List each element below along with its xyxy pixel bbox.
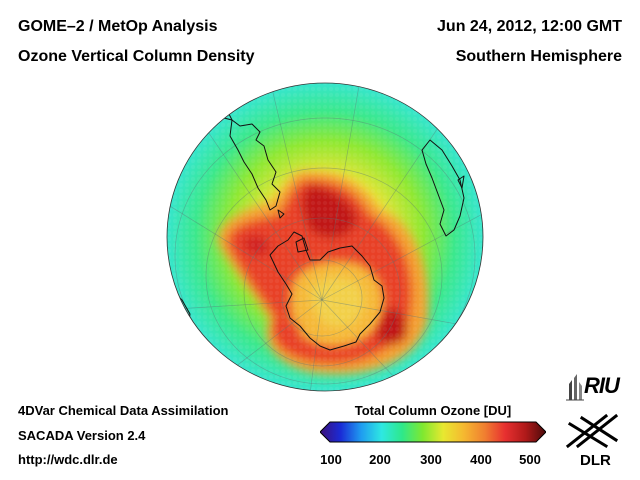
riu-logo: RIU <box>566 372 630 402</box>
footer-version: SACADA Version 2.4 <box>18 428 146 443</box>
title-line-1: GOME–2 / MetOp Analysis <box>18 18 218 35</box>
riu-logo-text: RIU <box>584 373 620 398</box>
legend-tick-100: 100 <box>320 452 342 467</box>
region-label: Southern Hemisphere <box>455 48 622 65</box>
riu-logo-mark <box>566 374 584 401</box>
footer-url[interactable]: http://wdc.dlr.de <box>18 452 118 467</box>
title-line-2: Ozone Vertical Column Density <box>18 48 255 65</box>
legend-tick-400: 400 <box>470 452 492 467</box>
legend-title: Total Column Ozone [DU] <box>354 403 512 418</box>
legend-tick-500: 500 <box>519 452 541 467</box>
colorbar <box>320 421 546 443</box>
footer-method: 4DVar Chemical Data Assimilation <box>18 403 229 418</box>
globe-svg <box>166 82 484 392</box>
legend-tick-300: 300 <box>420 452 442 467</box>
dlr-logo-mark <box>565 413 619 449</box>
ozone-globe-map <box>160 80 490 394</box>
colorbar-body <box>320 421 546 443</box>
date-label: Jun 24, 2012, 12:00 GMT <box>437 18 622 35</box>
legend-tick-200: 200 <box>369 452 391 467</box>
dlr-logo: DLR <box>562 412 626 474</box>
dlr-logo-text: DLR <box>580 452 611 469</box>
